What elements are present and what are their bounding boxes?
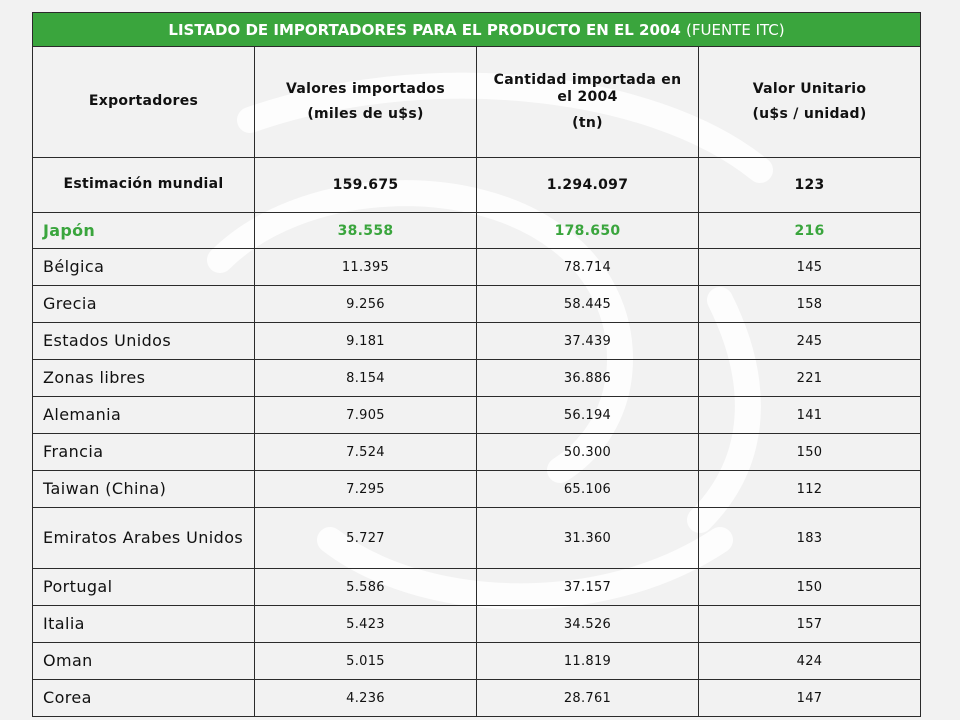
row-unitario: 112 xyxy=(697,470,922,508)
table-row: Francia 7.524 50.300 150 xyxy=(32,433,922,471)
table-row: Emiratos Arabes Unidos 5.727 31.360 183 xyxy=(32,507,922,569)
row-valores: 7.295 xyxy=(254,470,477,508)
row-valores: 4.236 xyxy=(254,679,477,717)
table-row: Oman 5.015 11.819 424 xyxy=(32,642,922,680)
table-row: Zonas libres 8.154 36.886 221 xyxy=(32,359,922,397)
row-unitario: 123 xyxy=(697,157,922,213)
table-row: Corea 4.236 28.761 147 xyxy=(32,679,922,717)
header-sub-label: (u$s / unidad) xyxy=(752,106,867,122)
row-unitario: 157 xyxy=(697,605,922,643)
row-cantidad: 1.294.097 xyxy=(476,157,699,213)
row-unitario: 147 xyxy=(697,679,922,717)
header-cantidad: Cantidad importada en el 2004 (tn) xyxy=(476,46,699,158)
row-country: Portugal xyxy=(32,568,255,606)
row-country: Japón xyxy=(32,212,255,249)
row-valores: 5.586 xyxy=(254,568,477,606)
row-unitario: 150 xyxy=(697,433,922,471)
row-cantidad: 178.650 xyxy=(476,212,699,249)
table-title-row: LISTADO DE IMPORTADORES PARA EL PRODUCTO… xyxy=(31,12,922,47)
row-unitario: 245 xyxy=(697,322,922,360)
row-valores: 159.675 xyxy=(254,157,477,213)
row-cantidad: 50.300 xyxy=(476,433,699,471)
row-valores: 8.154 xyxy=(254,359,477,397)
table-row: Taiwan (China) 7.295 65.106 112 xyxy=(32,470,922,508)
table-title-main: LISTADO DE IMPORTADORES PARA EL PRODUCTO… xyxy=(168,20,681,39)
row-unitario: 424 xyxy=(697,642,922,680)
row-valores: 11.395 xyxy=(254,248,477,286)
row-country: Zonas libres xyxy=(32,359,255,397)
row-unitario: 150 xyxy=(697,568,922,606)
importers-table-container: LISTADO DE IMPORTADORES PARA EL PRODUCTO… xyxy=(31,12,922,717)
row-cantidad: 31.360 xyxy=(476,507,699,569)
table-title: LISTADO DE IMPORTADORES PARA EL PRODUCTO… xyxy=(31,12,922,47)
row-valores: 5.423 xyxy=(254,605,477,643)
row-cantidad: 37.157 xyxy=(476,568,699,606)
row-unitario: 216 xyxy=(697,212,922,249)
row-country: Alemania xyxy=(32,396,255,434)
row-country: Estados Unidos xyxy=(32,322,255,360)
row-unitario: 158 xyxy=(697,285,922,323)
table-row: Italia 5.423 34.526 157 xyxy=(32,605,922,643)
row-cantidad: 37.439 xyxy=(476,322,699,360)
table-header-row: Exportadores Valores importados (miles d… xyxy=(32,46,922,158)
header-sub-label: (tn) xyxy=(572,114,603,131)
row-valores: 38.558 xyxy=(254,212,477,249)
header-sub-label: (miles de u$s) xyxy=(307,106,424,122)
header-main-label: Valor Unitario xyxy=(752,80,867,97)
row-country: Bélgica xyxy=(32,248,255,286)
row-valores: 9.181 xyxy=(254,322,477,360)
row-valores: 5.727 xyxy=(254,507,477,569)
row-country: Italia xyxy=(32,605,255,643)
header-main-label: Cantidad importada en el 2004 xyxy=(493,71,682,106)
row-valores: 5.015 xyxy=(254,642,477,680)
row-country: Oman xyxy=(32,642,255,680)
row-valores: 7.524 xyxy=(254,433,477,471)
row-country: Taiwan (China) xyxy=(32,470,255,508)
row-country: Francia xyxy=(32,433,255,471)
table-row: Grecia 9.256 58.445 158 xyxy=(32,285,922,323)
row-cantidad: 28.761 xyxy=(476,679,699,717)
row-cantidad: 78.714 xyxy=(476,248,699,286)
row-valores: 7.905 xyxy=(254,396,477,434)
row-unitario: 221 xyxy=(697,359,922,397)
table-title-source: (FUENTE ITC) xyxy=(686,20,785,39)
table-row: Estados Unidos 9.181 37.439 245 xyxy=(32,322,922,360)
row-country: Estimación mundial xyxy=(32,157,255,213)
table-row: Portugal 5.586 37.157 150 xyxy=(32,568,922,606)
row-country: Corea xyxy=(32,679,255,717)
header-unitario: Valor Unitario (u$s / unidad) xyxy=(697,46,922,158)
header-exportadores: Exportadores xyxy=(32,46,255,158)
row-valores: 9.256 xyxy=(254,285,477,323)
highlight-row-japan: Japón 38.558 178.650 216 xyxy=(32,212,922,249)
row-country: Emiratos Arabes Unidos xyxy=(32,507,255,569)
row-cantidad: 11.819 xyxy=(476,642,699,680)
table-row: Bélgica 11.395 78.714 145 xyxy=(32,248,922,286)
row-unitario: 145 xyxy=(697,248,922,286)
row-unitario: 141 xyxy=(697,396,922,434)
row-cantidad: 36.886 xyxy=(476,359,699,397)
world-estimate-row: Estimación mundial 159.675 1.294.097 123 xyxy=(32,157,922,213)
importers-table: LISTADO DE IMPORTADORES PARA EL PRODUCTO… xyxy=(31,12,922,717)
row-cantidad: 34.526 xyxy=(476,605,699,643)
row-unitario: 183 xyxy=(697,507,922,569)
row-cantidad: 58.445 xyxy=(476,285,699,323)
row-country: Grecia xyxy=(32,285,255,323)
table-row: Alemania 7.905 56.194 141 xyxy=(32,396,922,434)
header-main-label: Valores importados xyxy=(286,80,445,97)
row-cantidad: 65.106 xyxy=(476,470,699,508)
row-cantidad: 56.194 xyxy=(476,396,699,434)
header-valores: Valores importados (miles de u$s) xyxy=(254,46,477,158)
header-main-label: Exportadores xyxy=(88,93,199,110)
